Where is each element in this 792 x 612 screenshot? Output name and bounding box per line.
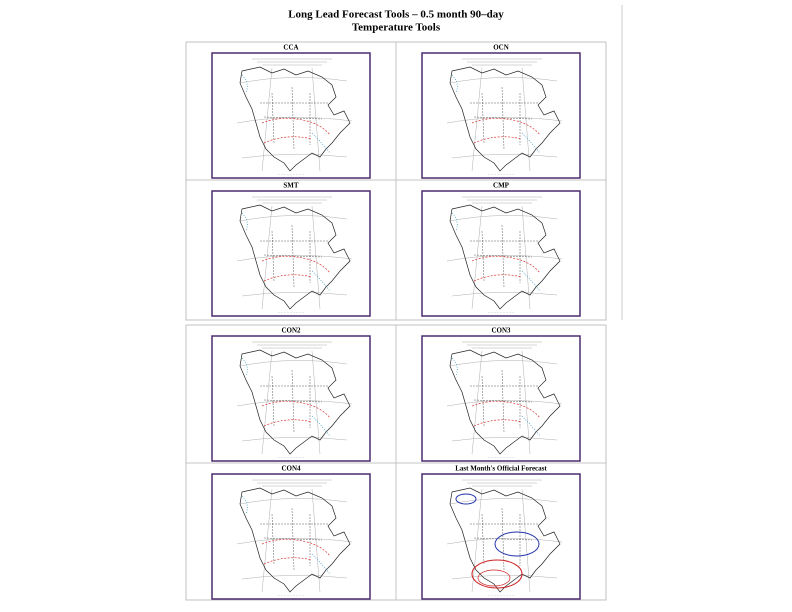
panel-label: SMT xyxy=(283,182,299,190)
map-overlay xyxy=(451,212,541,292)
warm-contour xyxy=(473,136,523,144)
panel-cell xyxy=(395,462,607,601)
warm-contour xyxy=(261,256,331,274)
warm-contour xyxy=(471,256,541,274)
map-frame xyxy=(421,335,581,462)
map-overlay xyxy=(451,74,541,154)
map-frame xyxy=(211,190,371,317)
panel-label: OCN xyxy=(493,44,509,52)
panels: CCA OCN SMT CMP CON2 CON3 CON4 Last Month's Off… xyxy=(185,41,607,601)
map-overlay xyxy=(241,74,331,154)
cold-contour xyxy=(455,493,477,505)
cold-contour xyxy=(494,531,540,557)
map-image xyxy=(421,190,581,317)
map-image xyxy=(211,190,371,317)
map-frame xyxy=(421,190,581,317)
map-overlay xyxy=(451,357,541,437)
panel-label: CON4 xyxy=(281,465,301,473)
map-frame xyxy=(211,335,371,462)
warm-contour xyxy=(473,419,523,427)
map-overlay xyxy=(241,357,331,437)
map-image xyxy=(421,473,581,600)
warm-contour xyxy=(261,401,331,419)
panel-label: CMP xyxy=(493,182,510,190)
map-overlay xyxy=(241,495,331,575)
warm-contour xyxy=(471,559,523,589)
cold-contour xyxy=(241,495,331,575)
cold-contour xyxy=(451,357,541,437)
map-frame xyxy=(211,473,371,600)
cold-contour xyxy=(241,74,331,154)
warm-contour xyxy=(473,274,523,282)
warm-contour xyxy=(263,419,313,427)
cold-contour xyxy=(241,357,331,437)
panel-label: CON3 xyxy=(491,327,511,335)
subtitle: Temperature Tools xyxy=(352,22,441,34)
map-frame xyxy=(421,473,581,600)
map-image xyxy=(421,52,581,179)
panel-label: CCA xyxy=(283,44,298,52)
warm-contour xyxy=(263,136,313,144)
panel-label: CON2 xyxy=(281,327,301,335)
map-frame xyxy=(211,52,371,179)
map-image xyxy=(211,473,371,600)
cold-contour xyxy=(241,212,331,292)
warm-contour xyxy=(261,539,331,557)
panel-cell xyxy=(395,179,607,321)
panel-label: Last Month's Official Forecast xyxy=(455,465,547,473)
warm-contour xyxy=(263,557,313,565)
title: Long Lead Forecast Tools – 0.5 month 90–… xyxy=(288,9,504,21)
map-image xyxy=(211,335,371,462)
warm-contour xyxy=(471,118,541,136)
cold-contour xyxy=(451,212,541,292)
warm-contour xyxy=(477,569,511,587)
warm-contour xyxy=(471,401,541,419)
map-frame xyxy=(421,52,581,179)
map-overlay xyxy=(241,212,331,292)
warm-contour xyxy=(261,118,331,136)
warm-contour xyxy=(263,274,313,282)
cold-contour xyxy=(451,74,541,154)
map-image xyxy=(211,52,371,179)
map-image xyxy=(421,335,581,462)
map-overlay xyxy=(455,493,540,589)
